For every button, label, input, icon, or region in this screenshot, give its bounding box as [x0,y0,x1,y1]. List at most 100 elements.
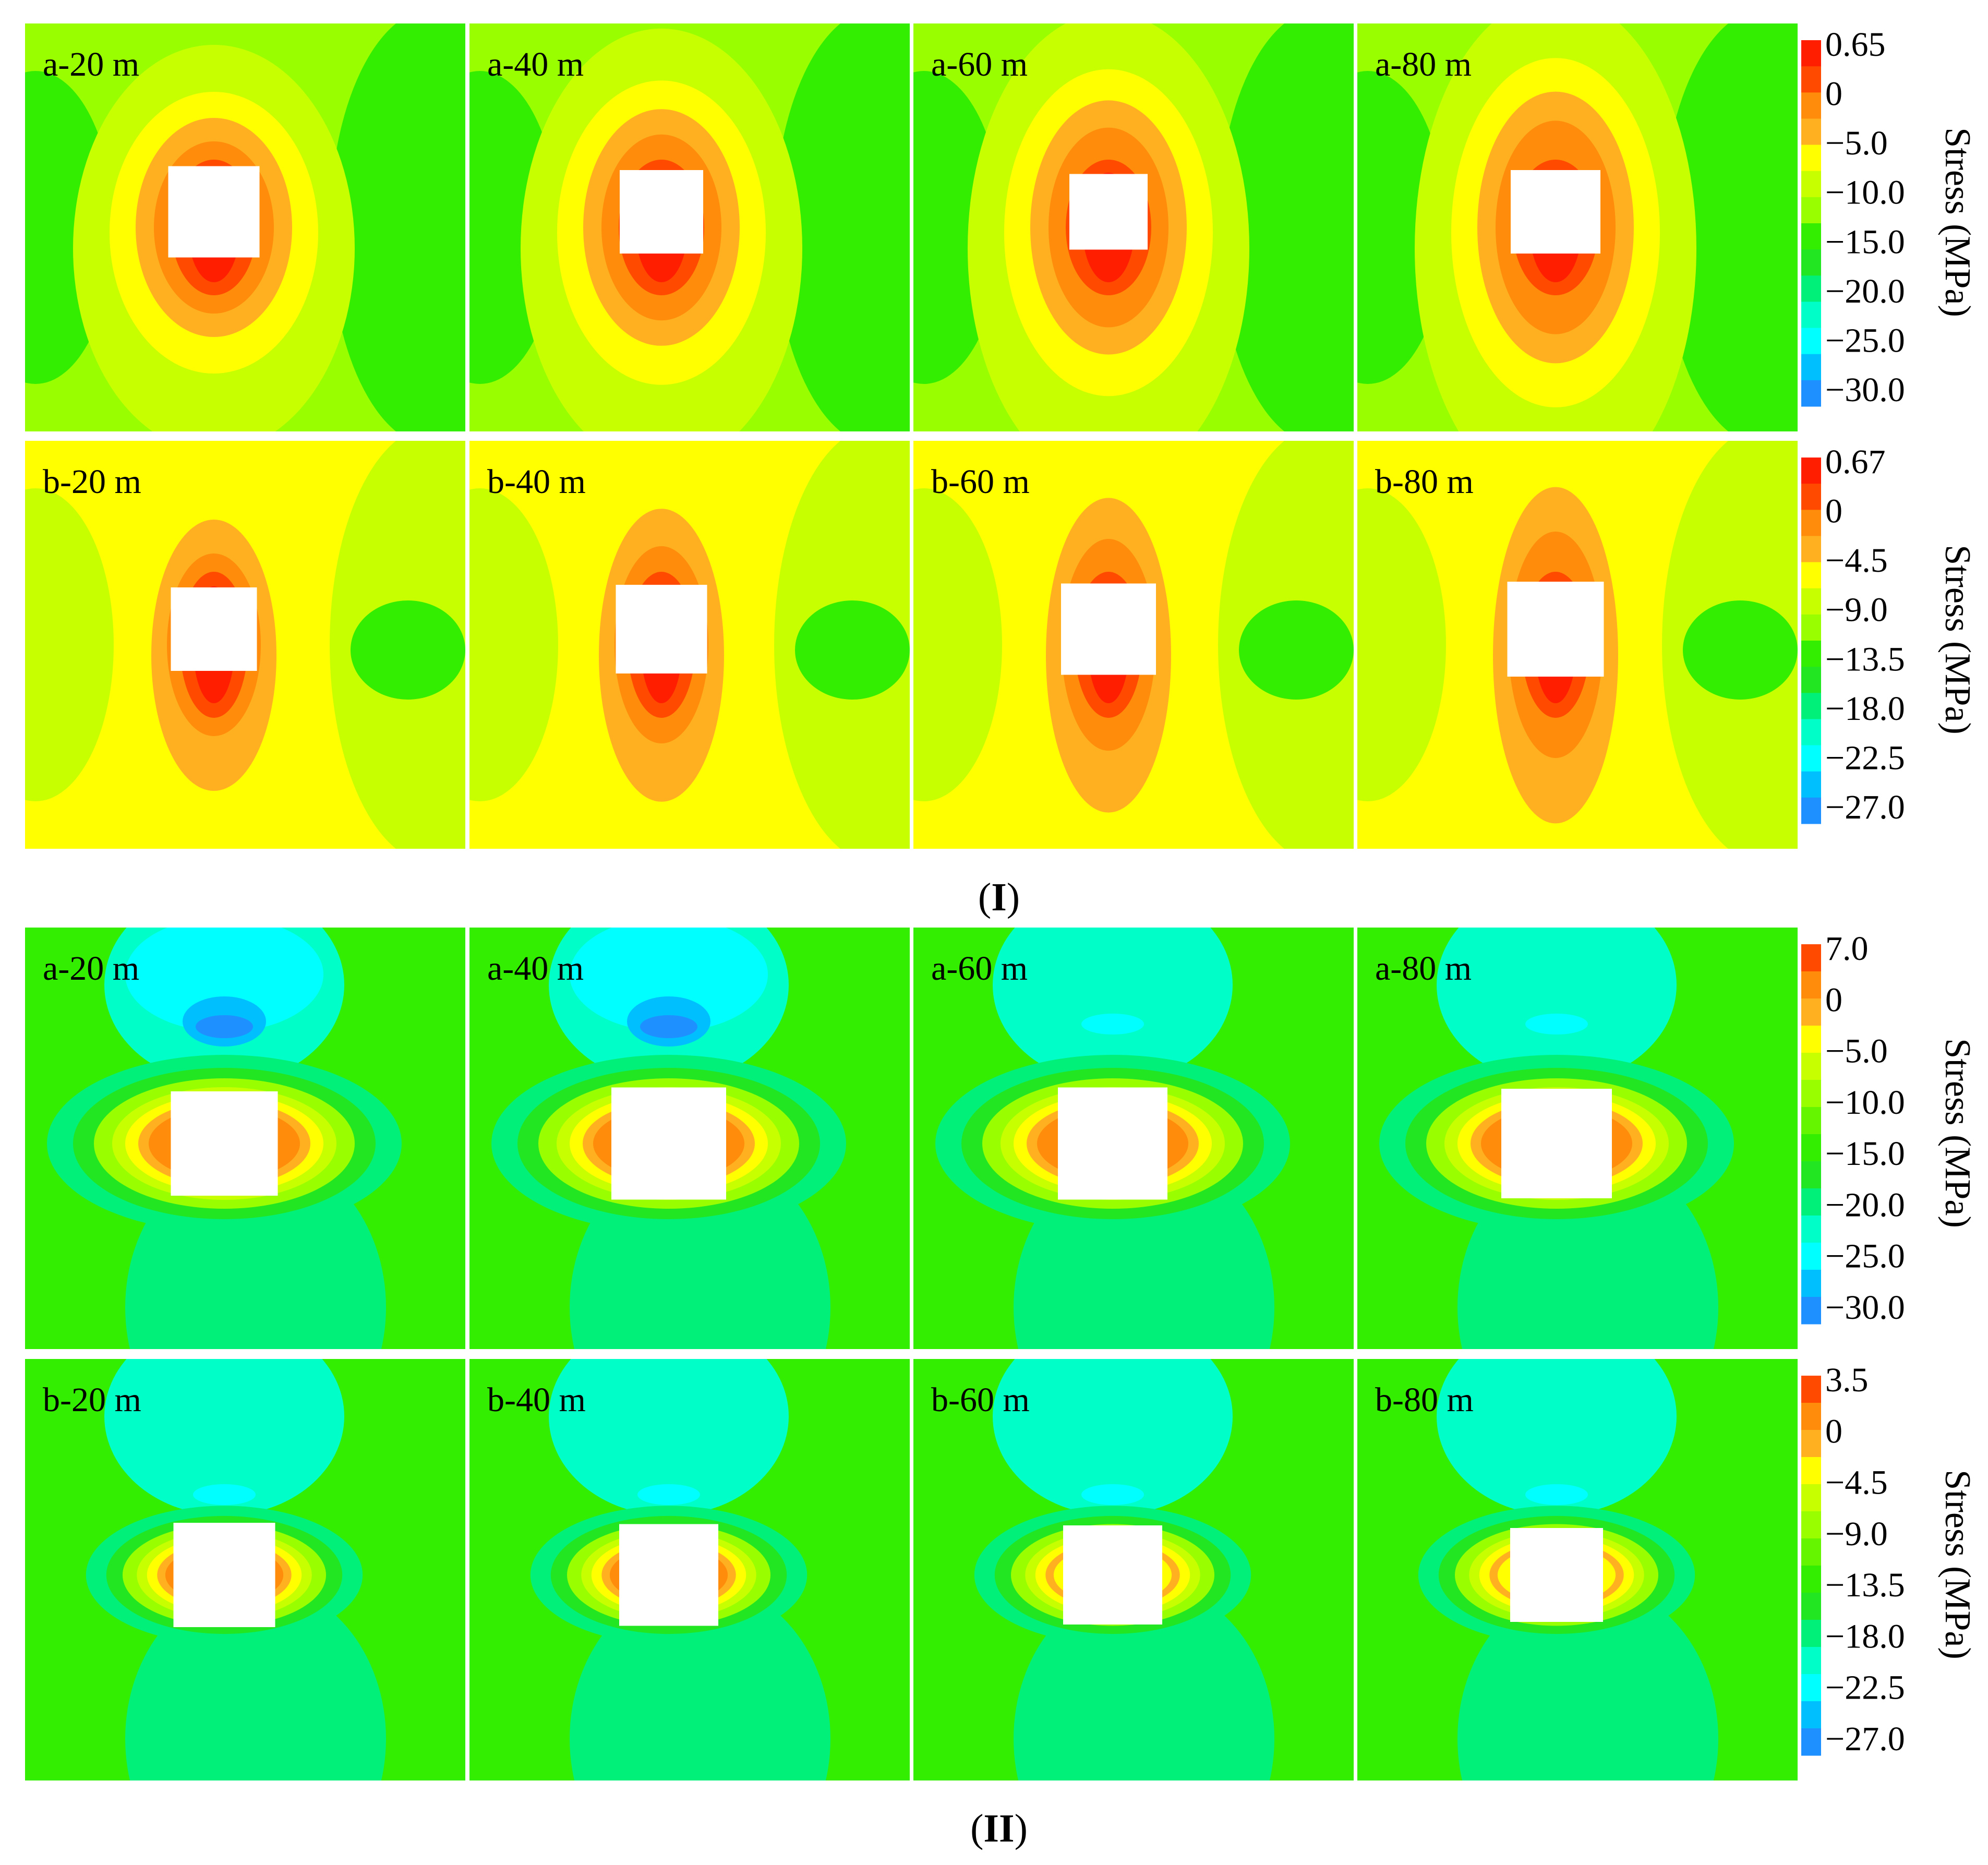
contour-panel: b-60 m [913,441,1354,849]
colorbar-swatch [1801,797,1821,824]
colorbar-swatch [1801,1270,1821,1297]
colorbar-swatch [1801,302,1821,329]
colorbar-tick-label: −25.0 [1825,321,1905,359]
colorbar-swatch [1801,223,1821,250]
roadway-opening [1507,582,1604,677]
side-low-stress-core [1239,600,1354,700]
roadway-opening [611,1087,726,1200]
contour-panel: b-40 m [469,441,910,849]
colorbar-title: Stress (MPa) [1937,545,1978,735]
colorbar-tick-label: −10.0 [1825,174,1905,212]
panel-label: a-20 m [43,949,139,988]
colorbar-swatch [1801,197,1821,224]
panel-separator [1355,1359,1357,1780]
colorbar-swatch [1801,1080,1821,1108]
panel-label: b-80 m [1375,1381,1474,1419]
colorbar-swatch [1801,92,1821,119]
part-label: (I) [978,875,1020,919]
colorbar-swatch [1801,614,1821,641]
panel-separator [467,928,469,1349]
contour-row-I-a: a-20 m a-40 m a-60 m a-80 m 0.65 0 −5.0 −10.0 −1… [25,23,1978,431]
colorbar-swatch [1801,771,1821,798]
colorbar-swatch [1801,536,1821,563]
roadway-opening [1069,174,1148,250]
roadway-opening [619,1524,718,1626]
roadway-opening [171,587,257,671]
colorbar-swatch [1801,66,1821,93]
colorbar-tick-label: −18.0 [1825,1617,1905,1655]
colorbar-swatch [1801,40,1821,67]
panel-separator [1355,928,1357,1349]
panel-label: b-60 m [931,1381,1030,1419]
panel-label: b-40 m [487,1381,586,1419]
panel-separator [911,928,913,1349]
colorbar-swatch [1801,944,1821,972]
part-label-close: ) [1007,875,1020,919]
contour-panel: b-20 m [25,441,465,849]
colorbar-tick-label: −9.0 [1825,1515,1888,1553]
contour-panel: b-20 m [25,1359,465,1780]
colorbar-title: Stress (MPa) [1937,1470,1978,1659]
contour-panel: a-20 m [25,23,465,431]
roadway-opening [1510,1528,1603,1622]
contour-panel: a-60 m [913,23,1354,431]
panel-label: b-80 m [1375,463,1474,501]
contour-panel: b-80 m [1357,441,1798,849]
colorbar-tick-label: −18.0 [1825,690,1905,728]
colorbar-swatch [1801,971,1821,999]
colorbar-tick-label: −20.0 [1825,272,1905,310]
colorbar-swatch [1801,118,1821,146]
upper-low-stress-zone [1014,928,1212,1032]
panel-separator [911,1359,913,1780]
colorbar-swatch [1801,458,1821,484]
colorbar-swatch [1801,354,1821,381]
colorbar-swatch [1801,1593,1821,1620]
colorbar-title: Stress (MPa) [1937,1038,1978,1228]
panel-label: a-60 m [931,45,1028,83]
side-low-stress-zone [1662,23,1798,431]
colorbar-swatch [1801,693,1821,719]
colorbar-tick-label: −10.0 [1825,1084,1905,1122]
colorbar-tick-label: 0 [1825,981,1842,1019]
colorbar-swatch [1801,1538,1821,1566]
panel-separator [911,23,913,431]
colorbar-swatch [1801,1026,1821,1053]
panel-separator [1355,23,1357,431]
colorbar-swatch [1801,328,1821,355]
colorbar-swatch [1801,1566,1821,1593]
upper-low-stress-core [637,1484,700,1505]
panel-label: b-60 m [931,463,1030,501]
colorbar-tick-label: −5.0 [1825,124,1888,162]
roadway-opening [620,170,703,254]
colorbar-tick-label: 0 [1825,1412,1842,1450]
colorbar-swatch [1801,588,1821,615]
colorbar-tick-label: −20.0 [1825,1186,1905,1224]
colorbar-swatch [1801,1511,1821,1539]
colorbar-swatch [1801,1188,1821,1216]
side-low-stress-zone [25,488,114,801]
colorbar-swatch [1801,1701,1821,1729]
part-label-roman: I [991,875,1007,919]
colorbar-tick-label: −30.0 [1825,1289,1905,1327]
panel-separator [467,441,469,849]
side-low-stress-core [1683,600,1798,700]
colorbar-tick-label: −4.5 [1825,1464,1888,1502]
panel-label: b-40 m [487,463,586,501]
colorbar-swatch [1801,1053,1821,1080]
colorbar-swatch [1801,145,1821,172]
part-label-open: ( [970,1807,983,1850]
upper-low-stress-zone [1437,1359,1677,1515]
panel-label: b-20 m [43,463,141,501]
colorbar-swatch [1801,1161,1821,1189]
panel-separator [467,1359,469,1780]
side-low-stress-zone [330,23,465,431]
colorbar-swatch [1801,249,1821,276]
colorbar-swatch [1801,1243,1821,1270]
panel-label: a-80 m [1375,949,1472,988]
colorbar-swatch [1801,1134,1821,1162]
colorbar: 7.0 0 −5.0 −10.0 −15.0 −20.0 −25.0 −30.0 Stress … [1801,930,1978,1327]
roadway-opening [171,1091,278,1196]
colorbar-swatch [1801,1620,1821,1647]
colorbar-swatch [1801,1484,1821,1512]
colorbar-tick-label: −13.5 [1825,1566,1905,1604]
